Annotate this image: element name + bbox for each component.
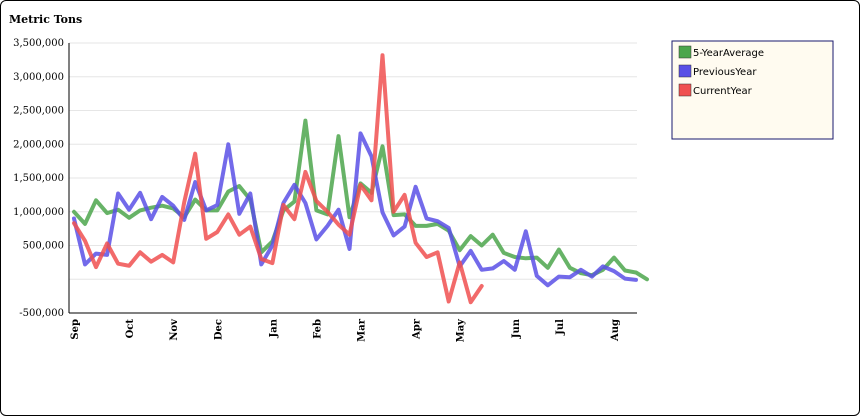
series-lines [72,53,649,305]
series-line [72,131,638,288]
x-tick-label: May [456,318,467,343]
gridlines [69,42,637,314]
y-axis-ticks: 3,500,000 3,000,000 2,500,000 2,000,000 1,50… [13,38,64,319]
legend-swatch [678,64,692,78]
y-tick-label: 3,000,000 [13,72,64,83]
x-tick-label: Jul [555,319,566,336]
y-tick-label: 3,500,000 [13,38,64,49]
x-tick-label: Aug [610,319,621,342]
x-tick-label: Nov [169,318,180,341]
x-tick-label: Oct [125,319,136,339]
y-tick-label: 2,500,000 [13,106,64,117]
x-tick-label: Jun [511,318,522,339]
axes [68,43,637,314]
y-tick-label: 1,000,000 [13,207,64,218]
y-tick-label: 2,000,000 [13,139,64,150]
x-tick-label: Mar [357,318,368,342]
y-tick-label: -500,000 [19,308,64,319]
x-tick-label: Sep [70,319,81,340]
legend-label: PreviousYear [693,67,757,78]
x-tick-label: Feb [312,319,323,339]
x-tick-label: Dec [213,319,224,340]
legend-label: CurrentYear [693,86,753,97]
legend-box [671,40,834,140]
legend-swatch [678,83,692,97]
x-tick-label: Apr [412,318,423,340]
y-axis-title: Metric Tons [9,13,82,26]
x-tick-label: Jan [268,318,279,338]
y-tick-label: 500,000 [23,241,64,252]
legend-swatch [678,45,692,59]
legend-label: 5-YearAverage [693,48,764,59]
legend: 5-YearAverage PreviousYear CurrentYear [671,40,834,140]
x-axis-ticks: Sep Oct Nov Dec Jan Feb Mar Apr May Jun Jul Aug [70,318,621,343]
y-tick-label: 1,500,000 [13,173,64,184]
series-line [72,53,484,305]
